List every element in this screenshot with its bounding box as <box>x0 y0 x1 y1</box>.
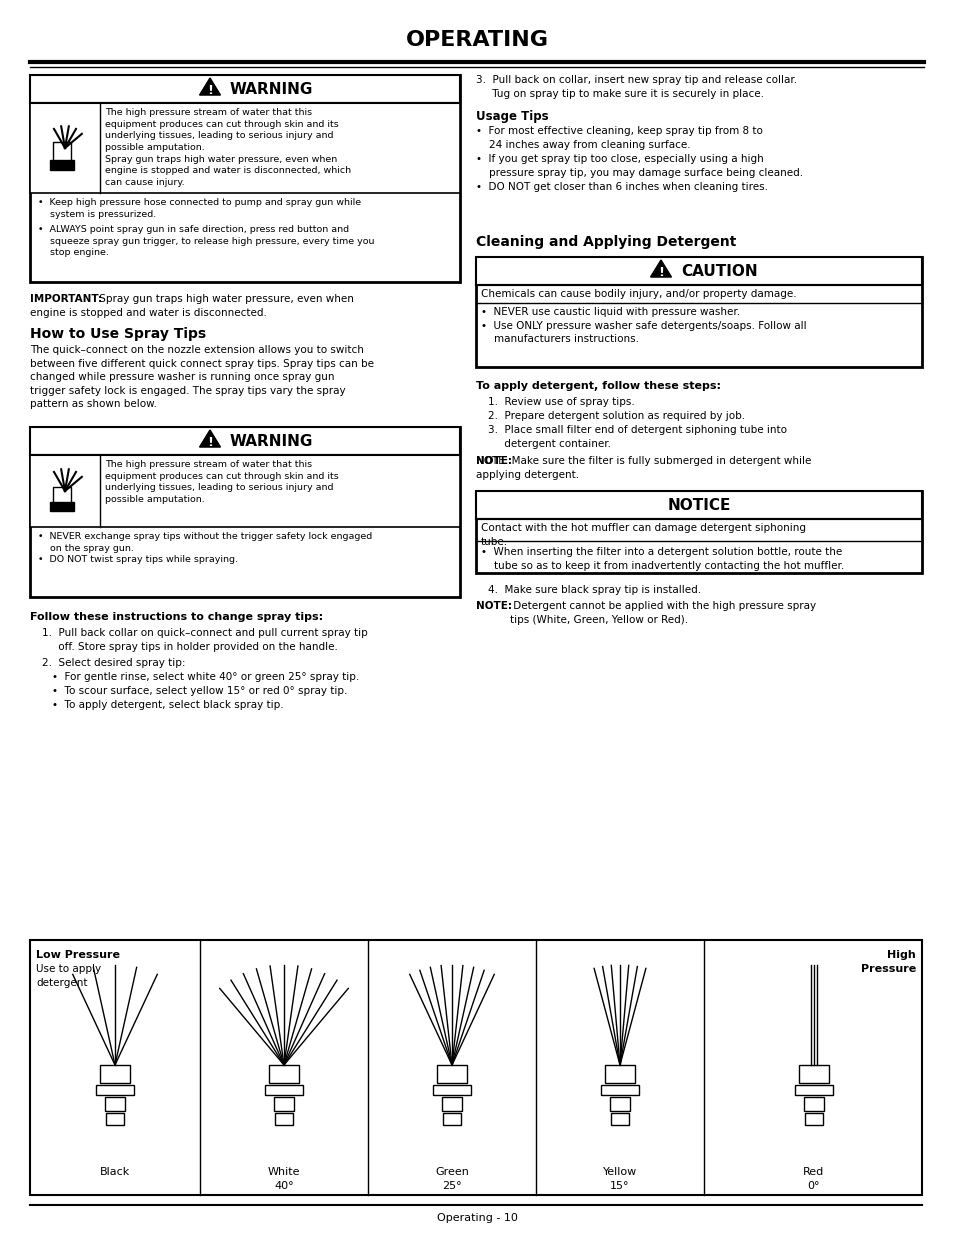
Text: •  For gentle rinse, select white 40° or green 25° spray tip.
•  To scour surfac: • For gentle rinse, select white 40° or … <box>52 672 359 710</box>
Bar <box>436 1065 467 1083</box>
Bar <box>30 103 459 193</box>
Text: The high pressure stream of water that this
equipment produces can cut through s: The high pressure stream of water that t… <box>105 107 351 186</box>
Bar <box>442 1113 460 1125</box>
Text: NOTE:: NOTE: <box>476 601 512 611</box>
Bar <box>804 1113 822 1125</box>
Text: •  DO NOT twist spray tips while spraying.: • DO NOT twist spray tips while spraying… <box>38 555 237 564</box>
Text: To apply detergent, follow these steps:: To apply detergent, follow these steps: <box>476 382 720 391</box>
Text: NOTE: Make sure the filter is fully submerged in detergent while
applying deterg: NOTE: Make sure the filter is fully subm… <box>476 456 810 479</box>
Text: White: White <box>268 1167 300 1177</box>
Text: How to Use Spray Tips: How to Use Spray Tips <box>30 327 206 341</box>
Text: 1.  Review use of spray tips.: 1. Review use of spray tips. <box>488 396 634 408</box>
Text: Use to apply: Use to apply <box>36 965 101 974</box>
Text: IMPORTANT:: IMPORTANT: <box>30 294 102 304</box>
Bar <box>96 1086 133 1095</box>
Bar <box>106 1113 124 1125</box>
Text: OPERATING: OPERATING <box>405 30 548 49</box>
Text: engine is stopped and water is disconnected.: engine is stopped and water is disconnec… <box>30 308 267 317</box>
Bar <box>30 75 459 282</box>
Text: 2.  Prepare detergent solution as required by job.: 2. Prepare detergent solution as require… <box>488 411 744 421</box>
Text: WARNING: WARNING <box>230 82 313 98</box>
Text: !: ! <box>207 436 213 448</box>
Bar <box>53 142 71 162</box>
Text: Follow these instructions to change spray tips:: Follow these instructions to change spra… <box>30 613 323 622</box>
Bar <box>50 161 74 170</box>
Text: •  NEVER use caustic liquid with pressure washer.
•  Use ONLY pressure washer sa: • NEVER use caustic liquid with pressure… <box>480 308 806 345</box>
Text: 1.  Pull back collar on quick–connect and pull current spray tip
     off. Store: 1. Pull back collar on quick–connect and… <box>42 629 367 652</box>
Text: WARNING: WARNING <box>230 433 313 450</box>
Text: Yellow: Yellow <box>602 1167 637 1177</box>
Bar <box>476 257 921 285</box>
Text: •  ALWAYS point spray gun in safe direction, press red button and
    squeeze sp: • ALWAYS point spray gun in safe directi… <box>38 225 375 257</box>
Text: Green: Green <box>435 1167 469 1177</box>
Text: Contact with the hot muffler can damage detergent siphoning
tube.: Contact with the hot muffler can damage … <box>480 522 805 547</box>
Bar <box>53 487 71 503</box>
Text: •  NEVER exchange spray tips without the trigger safety lock engaged
    on the : • NEVER exchange spray tips without the … <box>38 532 372 552</box>
Text: Spray gun traps high water pressure, even when: Spray gun traps high water pressure, eve… <box>96 294 354 304</box>
Bar <box>476 257 921 367</box>
Bar <box>30 427 459 597</box>
Polygon shape <box>199 430 220 447</box>
Bar <box>609 1097 629 1112</box>
Text: !: ! <box>658 266 663 279</box>
Text: Red: Red <box>802 1167 823 1177</box>
Text: NOTE:: NOTE: <box>476 456 512 466</box>
Text: The quick–connect on the nozzle extension allows you to switch
between five diff: The quick–connect on the nozzle extensio… <box>30 345 374 409</box>
Bar <box>269 1065 298 1083</box>
Bar <box>274 1113 293 1125</box>
Text: Black: Black <box>100 1167 130 1177</box>
Text: Pressure: Pressure <box>860 965 915 974</box>
Text: CAUTION: CAUTION <box>680 264 757 279</box>
Text: High: High <box>886 950 915 960</box>
Bar <box>30 427 459 454</box>
Bar <box>265 1086 303 1095</box>
Bar <box>794 1086 832 1095</box>
Text: •  For most effective cleaning, keep spray tip from 8 to
    24 inches away from: • For most effective cleaning, keep spra… <box>476 126 802 191</box>
Text: detergent: detergent <box>36 978 88 988</box>
Bar <box>105 1097 125 1112</box>
Bar <box>30 454 459 527</box>
Polygon shape <box>650 261 671 277</box>
Text: The high pressure stream of water that this
equipment produces can cut through s: The high pressure stream of water that t… <box>105 459 338 504</box>
Text: 15°: 15° <box>610 1181 629 1191</box>
Bar <box>100 1065 130 1083</box>
Text: •  When inserting the filter into a detergent solution bottle, route the
    tub: • When inserting the filter into a deter… <box>480 547 843 571</box>
Text: Detergent cannot be applied with the high pressure spray
tips (White, Green, Yel: Detergent cannot be applied with the hig… <box>510 601 815 625</box>
Text: 3.  Pull back on collar, insert new spray tip and release collar.
     Tug on sp: 3. Pull back on collar, insert new spray… <box>476 75 797 99</box>
Bar <box>476 492 921 573</box>
Text: Chemicals can cause bodily injury, and/or property damage.: Chemicals can cause bodily injury, and/o… <box>480 289 796 299</box>
Bar <box>441 1097 461 1112</box>
Text: 40°: 40° <box>274 1181 294 1191</box>
Text: •  Keep high pressure hose connected to pump and spray gun while
    system is p: • Keep high pressure hose connected to p… <box>38 198 361 219</box>
Text: 2.  Select desired spray tip:: 2. Select desired spray tip: <box>42 658 185 668</box>
Text: Operating - 10: Operating - 10 <box>436 1213 517 1223</box>
Bar <box>30 940 921 1195</box>
Bar <box>30 75 459 103</box>
Bar <box>274 1097 294 1112</box>
Text: Usage Tips: Usage Tips <box>476 110 548 124</box>
Bar <box>803 1097 823 1112</box>
Text: !: ! <box>207 84 213 96</box>
Bar <box>610 1113 628 1125</box>
Text: Cleaning and Applying Detergent: Cleaning and Applying Detergent <box>476 235 736 249</box>
Polygon shape <box>199 78 220 95</box>
Bar <box>600 1086 639 1095</box>
Bar <box>433 1086 471 1095</box>
Bar <box>799 1065 828 1083</box>
Text: 3.  Place small filter end of detergent siphoning tube into
     detergent conta: 3. Place small filter end of detergent s… <box>488 425 786 448</box>
Text: NOTICE: NOTICE <box>666 498 730 513</box>
Text: Low Pressure: Low Pressure <box>36 950 120 960</box>
Text: 0°: 0° <box>807 1181 820 1191</box>
Bar <box>50 501 74 511</box>
Bar <box>476 492 921 519</box>
Text: 4.  Make sure black spray tip is installed.: 4. Make sure black spray tip is installe… <box>488 585 700 595</box>
Bar <box>604 1065 635 1083</box>
Text: 25°: 25° <box>442 1181 461 1191</box>
